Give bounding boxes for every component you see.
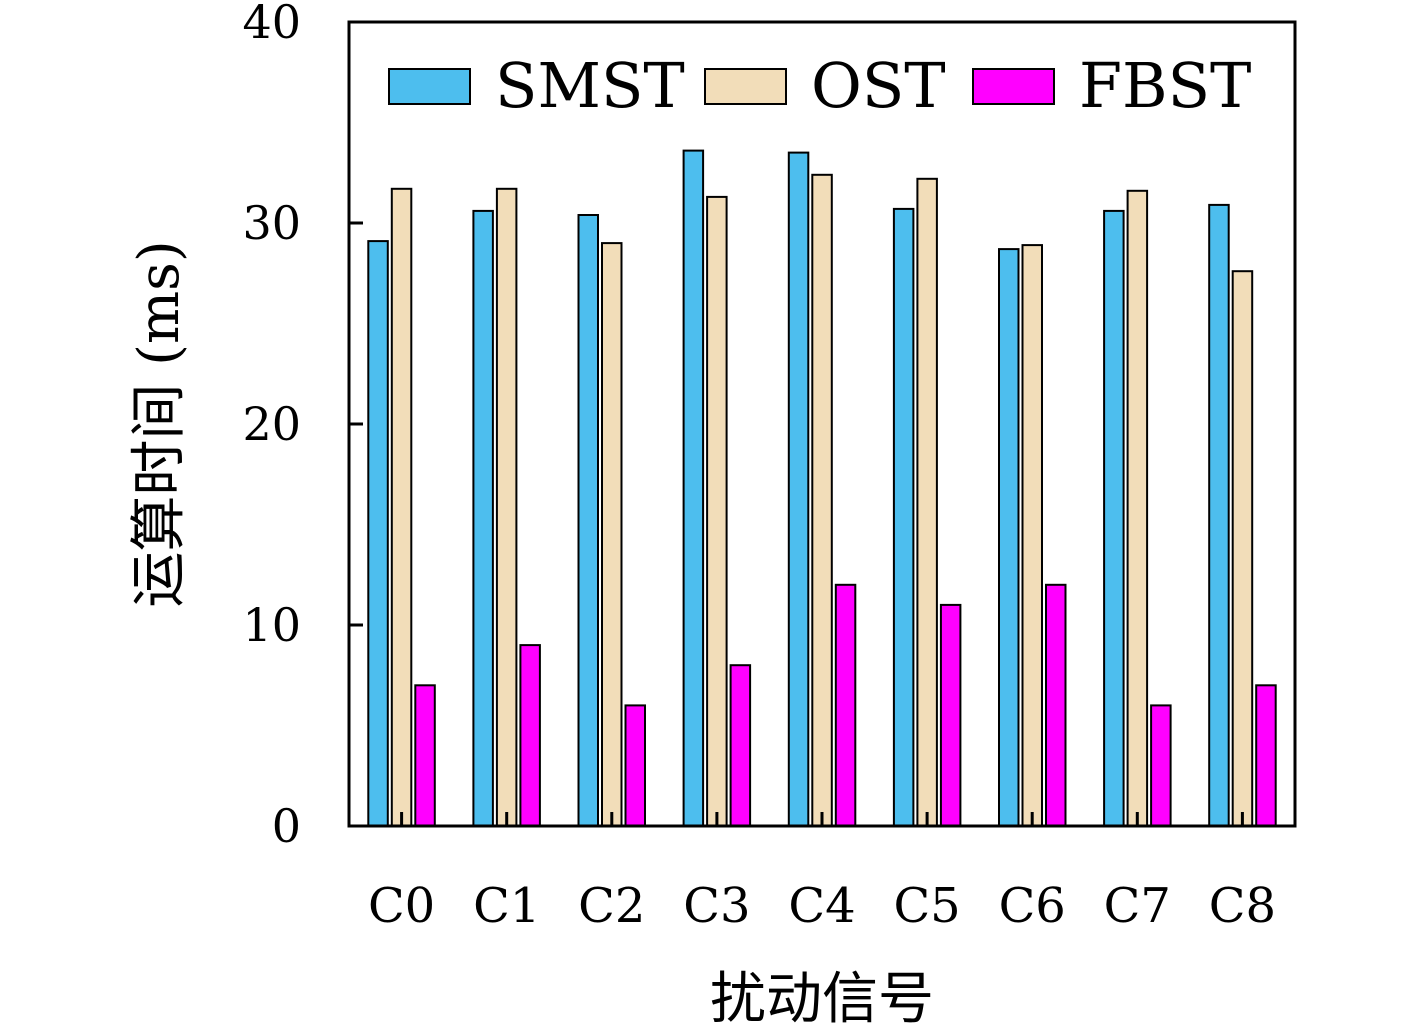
legend: SMST OST FBST — [388, 49, 1251, 122]
bar-smst-c4 — [787, 151, 810, 828]
bar-fbst-c8 — [1255, 684, 1277, 827]
bar-fbst-c6 — [1045, 583, 1067, 827]
legend-label-smst: SMST — [495, 49, 685, 122]
x-tick-label: C6 — [999, 878, 1066, 934]
legend-swatch-fbst — [972, 68, 1055, 105]
plot-frame — [347, 20, 1297, 828]
bar-fbst-c4 — [834, 583, 857, 827]
bar-smst-c1 — [472, 209, 494, 827]
bar-ost-c2 — [601, 242, 623, 828]
bar-fbst-c7 — [1150, 704, 1172, 828]
y-tick-label: 40 — [242, 0, 301, 49]
bar-ost-c1 — [495, 187, 518, 828]
bar-ost-c3 — [706, 195, 728, 827]
x-tick-label: C4 — [788, 878, 855, 934]
bars-group — [367, 149, 1277, 828]
bar-ost-c5 — [916, 177, 938, 828]
x-axis-category-labels: C0 C1 C2 C3 C4 C5 C6 C7 C8 — [368, 878, 1276, 934]
y-tick-label: 10 — [242, 598, 301, 652]
y-tick-label: 20 — [242, 397, 301, 451]
x-tick-label: C2 — [578, 878, 645, 934]
x-tick-label: C7 — [1104, 878, 1171, 934]
bar-smst-c5 — [892, 207, 915, 827]
legend-label-fbst: FBST — [1079, 49, 1251, 122]
bar-ost-c7 — [1126, 189, 1149, 828]
legend-label-ost: OST — [811, 49, 946, 122]
bar-smst-c3 — [682, 149, 705, 828]
bar-fbst-c1 — [519, 644, 541, 827]
bar-ost-c6 — [1021, 244, 1043, 828]
x-tick-label: C0 — [368, 878, 435, 934]
legend-swatch-ost — [704, 68, 787, 105]
bar-fbst-c0 — [414, 684, 436, 827]
y-axis-ticks: 0 10 20 30 40 — [242, 0, 1244, 853]
bar-smst-c2 — [577, 214, 599, 827]
bar-smst-c7 — [1103, 209, 1125, 827]
bar-smst-c0 — [367, 240, 389, 828]
x-tick-label: C8 — [1209, 878, 1276, 934]
bar-fbst-c5 — [939, 603, 962, 828]
x-tick-label: C1 — [473, 878, 540, 934]
legend-swatch-smst — [388, 68, 471, 105]
bar-fbst-c2 — [624, 704, 646, 828]
bar-ost-c0 — [390, 187, 413, 828]
bar-ost-c4 — [811, 173, 833, 828]
bar-fbst-c3 — [729, 664, 752, 828]
bar-ost-c8 — [1231, 270, 1254, 827]
x-tick-label: C5 — [893, 878, 960, 934]
x-axis-title: 扰动信号 — [710, 967, 934, 1032]
y-tick-label: 30 — [242, 196, 301, 250]
y-tick-label: 0 — [272, 799, 301, 853]
x-tick-label: C3 — [683, 878, 750, 934]
bar-smst-c6 — [998, 248, 1020, 828]
bar-smst-c8 — [1208, 203, 1230, 827]
y-axis-title: 运算时间 (ms) — [127, 240, 192, 607]
